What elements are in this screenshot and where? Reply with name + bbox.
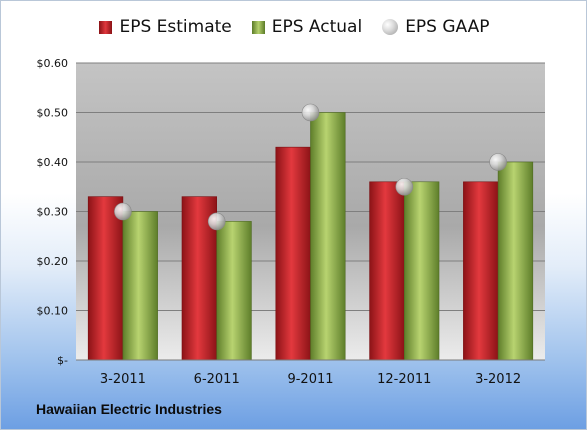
x-tick-label: 3-2012	[475, 372, 521, 387]
legend-item-estimate: EPS Estimate	[99, 17, 232, 37]
legend-item-actual: EPS Actual	[251, 17, 363, 37]
bar-eps-estimate	[369, 181, 405, 361]
bar-eps-actual	[310, 112, 346, 361]
bar-eps-actual	[216, 221, 252, 361]
bars	[87, 112, 534, 361]
y-tick-label: $0.30	[37, 206, 69, 219]
bar-eps-actual	[403, 181, 440, 361]
y-tick-label: $0.60	[37, 57, 69, 70]
y-axis-ticks: $- $0.10 $0.20 $0.30 $0.40 $0.50 $0.60	[37, 57, 69, 367]
legend-swatch-actual	[251, 20, 265, 34]
legend-label-gaap: EPS GAAP	[405, 17, 490, 37]
marker-eps-gaap	[395, 177, 414, 196]
marker-eps-gaap	[207, 212, 226, 231]
gaap-markers	[114, 103, 507, 231]
marker-eps-gaap	[301, 103, 320, 122]
marker-eps-gaap	[489, 153, 507, 171]
bar-eps-actual	[122, 211, 158, 361]
bar-eps-actual	[497, 161, 534, 361]
y-tick-label: $-	[57, 354, 68, 367]
legend-label-estimate: EPS Estimate	[119, 17, 232, 37]
legend-item-gaap: EPS GAAP	[382, 17, 490, 37]
x-axis-labels: 3-2011 6-2011 9-2011 12-2011 3-2012	[100, 372, 521, 387]
x-tick-label: 3-2011	[100, 372, 146, 387]
legend-label-actual: EPS Actual	[271, 17, 363, 37]
marker-eps-gaap	[114, 202, 132, 221]
y-tick-label: $0.10	[37, 305, 69, 318]
bar-eps-estimate	[275, 146, 311, 361]
company-name: Hawaiian Electric Industries	[36, 401, 222, 417]
y-tick-label: $0.20	[37, 255, 69, 268]
bar-eps-estimate	[87, 196, 124, 361]
x-tick-label: 12-2011	[377, 372, 431, 387]
legend-marker-gaap	[382, 19, 399, 35]
bar-eps-estimate	[463, 181, 499, 361]
y-tick-label: $0.50	[37, 107, 69, 120]
legend-swatch-estimate	[99, 20, 113, 34]
x-tick-label: 6-2011	[194, 372, 240, 387]
y-tick-label: $0.40	[37, 156, 69, 169]
chart-legend: EPS Estimate EPS Actual EPS GAAP	[1, 17, 587, 37]
x-tick-label: 9-2011	[287, 372, 333, 387]
